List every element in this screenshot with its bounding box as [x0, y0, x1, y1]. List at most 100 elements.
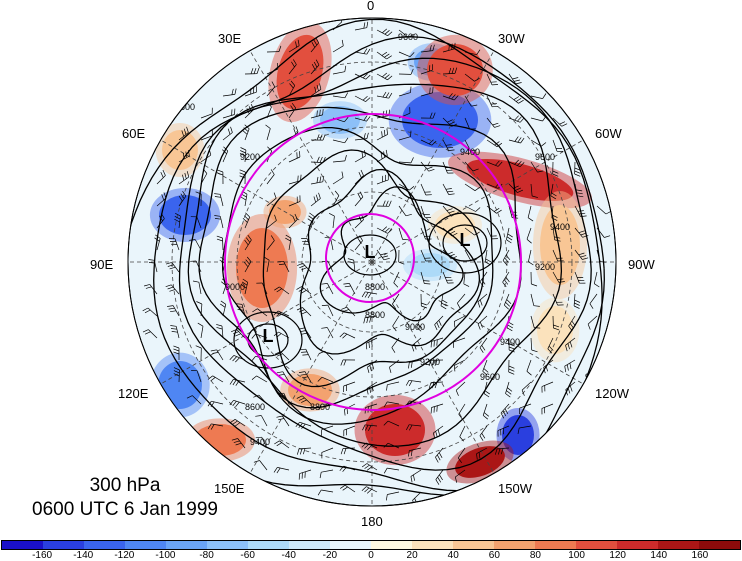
wind-barb-feather [244, 239, 249, 246]
wind-barb-feather [207, 375, 213, 380]
wind-barb-feather [451, 43, 453, 50]
wind-barb-feather [409, 186, 415, 191]
wind-barb-feather [361, 291, 366, 298]
wind-barb-feather [369, 386, 372, 393]
wind-barb [332, 177, 344, 185]
wind-barb [288, 180, 301, 185]
colorbar-cell [371, 541, 412, 549]
wind-barb [346, 306, 356, 317]
wind-barb-feather [382, 200, 386, 207]
wind-barb [420, 161, 429, 172]
wind-barb-feather [567, 387, 571, 394]
wind-barb-feather [160, 171, 164, 178]
wind-barb-feather [507, 233, 513, 238]
wind-barb-feather [364, 443, 370, 449]
wind-barb-feather [301, 311, 307, 315]
colorbar-tick-label: 20 [406, 550, 418, 561]
wind-barb-feather [321, 327, 328, 329]
wind-barb [266, 174, 275, 185]
anomaly-blob [466, 158, 574, 202]
wind-barb-feather [380, 152, 383, 159]
wind-barb [178, 132, 189, 141]
wind-barb-feather [565, 345, 568, 352]
wind-barb-feather [241, 284, 247, 289]
wind-barb-feather [507, 324, 513, 329]
wind-barb-feather [408, 362, 410, 369]
wind-barb-feather [559, 121, 566, 125]
wind-barb-feather [189, 239, 196, 241]
wind-barb-feather [441, 299, 448, 304]
wind-barb-feather [220, 303, 226, 308]
wind-barb-feather [277, 392, 284, 395]
wind-barb-feather [344, 116, 349, 123]
wind-barb [332, 195, 340, 207]
wind-barbs [142, 18, 612, 506]
wind-barb-feather [431, 382, 435, 389]
wind-barb-feather [250, 68, 254, 74]
wind-barb-feather [250, 103, 254, 110]
wind-barb-feather [300, 174, 302, 181]
wind-barb-feather [382, 226, 388, 231]
wind-barb [503, 293, 510, 306]
wind-barb-feather [316, 85, 319, 91]
lon-label-120e: 120E [118, 386, 149, 401]
wind-barb [387, 401, 400, 405]
wind-barb-feather [256, 67, 260, 74]
colorbar-cell [166, 541, 207, 549]
wind-barb-feather [234, 88, 237, 95]
colorbar-tick-label: -140 [73, 550, 94, 561]
wind-barb [526, 359, 532, 372]
wind-barb [279, 286, 290, 295]
wind-barb [393, 271, 400, 283]
wind-barb [258, 394, 268, 405]
wind-barb-feather [479, 321, 483, 328]
wind-barb [279, 440, 290, 449]
wind-barb-feather [432, 86, 434, 93]
wind-barb-feather [173, 367, 180, 371]
wind-barb-feather [308, 215, 314, 220]
wind-barb [327, 260, 334, 273]
wind-barb-feather [513, 185, 519, 189]
wind-barb [282, 415, 290, 427]
wind-barb-feather [214, 193, 221, 195]
wind-barb-feather [245, 259, 250, 265]
wind-barb-feather [232, 379, 237, 386]
wind-barb-feather [448, 149, 455, 151]
wind-barb-feather [445, 188, 452, 190]
wind-barb-feather [253, 67, 257, 74]
wind-barb-feather [232, 400, 237, 407]
wind-barb-feather [362, 73, 368, 79]
wind-barb-feather [519, 162, 525, 167]
wind-barb-feather [273, 467, 278, 473]
wind-barb [482, 403, 488, 416]
wind-barb [194, 239, 202, 251]
wind-barb [200, 303, 203, 317]
wind-barb [376, 73, 388, 81]
wind-barb-feather [360, 169, 364, 176]
wind-barb-feather [594, 283, 600, 288]
wind-barb-feather [558, 281, 565, 283]
wind-barb [398, 227, 403, 240]
wind-barb-feather [454, 476, 458, 483]
wind-barb-feather [185, 151, 188, 158]
wind-barb-feather [423, 280, 430, 282]
wind-barb-feather [439, 474, 443, 481]
wind-barb-feather [293, 59, 297, 65]
wind-barb-feather [210, 349, 217, 352]
wind-barb-feather [383, 151, 386, 158]
wind-barb [366, 337, 378, 344]
wind-barb-feather [435, 479, 440, 485]
wind-barb [332, 139, 345, 144]
wind-barb-feather [383, 442, 389, 448]
colorbar-cell [125, 541, 166, 549]
wind-barb-feather [408, 33, 414, 38]
wind-barb-feather [526, 371, 532, 376]
wind-barb-feather [551, 192, 557, 197]
wind-barb [552, 249, 559, 262]
wind-barb-feather [290, 80, 296, 86]
wind-barb-feather [216, 238, 223, 242]
colorbar-cell [658, 541, 699, 549]
wind-barb-feather [587, 323, 591, 330]
wind-barb-feather [285, 237, 291, 242]
wind-barb-feather [344, 285, 351, 288]
